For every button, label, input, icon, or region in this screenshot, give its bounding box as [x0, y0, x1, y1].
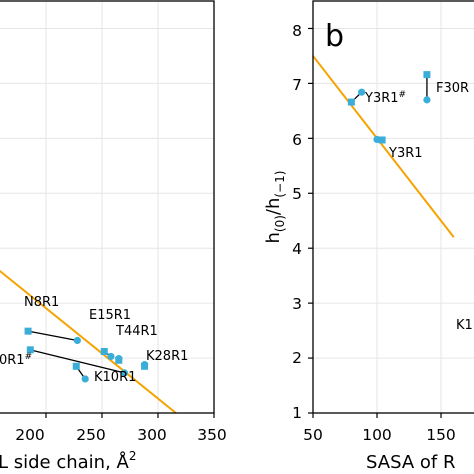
panel-a-x-tick-label: 300	[137, 426, 167, 444]
pair-connector	[27, 330, 78, 342]
panel-a-x-tick-label: 350	[197, 426, 227, 444]
square-marker	[100, 347, 108, 355]
square-marker	[347, 98, 355, 106]
circle-marker	[107, 352, 115, 361]
panel-b-x-axis: 50 100 150 SASA of R	[303, 413, 456, 473]
panel-b-y-tick-label: 6	[292, 131, 302, 149]
circle-marker	[73, 336, 81, 345]
point-label-k10r1: K10R1	[94, 370, 136, 385]
circle-marker	[423, 96, 431, 104]
panel-b-y-axis: 1 2 3 4 5 6 7 8 h(0)/h(−1)	[263, 22, 313, 422]
circle-marker	[81, 375, 89, 383]
panel-b-y-axis-label: h(0)/h(−1)	[263, 171, 287, 244]
panel-a-markers	[24, 327, 149, 383]
panel-a-point-labels: N8R1 E15R1 T44R1 K28R1 K10R1 0R1#	[0, 295, 188, 385]
panel-b-y-tick-label: 2	[292, 349, 302, 367]
square-marker	[378, 136, 386, 144]
point-label-k1: K1	[456, 318, 473, 333]
point-label-t44r1: T44R1	[115, 324, 158, 339]
panel-b-y-tick-label: 8	[292, 22, 302, 40]
panel-a-x-tick-label: 200	[15, 426, 45, 444]
panel-a-x-tick-label: 250	[76, 426, 106, 444]
pair-connector	[30, 349, 125, 374]
panel-a-x-axis-label: L side chain, Å2	[0, 449, 137, 473]
panel-b-y-tick-label: 3	[292, 295, 302, 313]
circle-marker	[115, 355, 123, 363]
panel-b-y-tick-label: 7	[292, 76, 302, 94]
panel-b: b 1 2 3 4 5 6 7 8 h(0)/h(−1) 50 100 150 …	[263, 0, 474, 473]
point-label-y3r1-hash: Y3R1#	[364, 90, 406, 106]
panel-b-y-tick-marks	[308, 27, 313, 414]
regression-line	[312, 55, 455, 238]
circle-marker	[358, 88, 366, 96]
point-label-f30r: F30R	[436, 81, 469, 96]
panel-b-point-labels: Y3R1# F30R Y3R1 K1	[364, 81, 473, 333]
panel-b-fit-line	[312, 55, 455, 238]
circle-marker	[140, 361, 149, 369]
panel-a-x-axis: 200 250 300 350 L side chain, Å2	[0, 413, 227, 473]
panel-b-x-tick-marks	[312, 413, 442, 418]
panel-b-y-tick-label: 1	[292, 404, 302, 422]
panel-b-y-tick-label: 4	[292, 240, 302, 258]
square-marker	[24, 327, 32, 335]
point-label-y3r1: Y3R1	[388, 146, 423, 161]
square-marker	[26, 346, 34, 354]
point-label-k28r1: K28R1	[146, 349, 188, 364]
regression-line	[0, 269, 177, 414]
square-marker	[423, 71, 431, 79]
panel-b-x-axis-label: SASA of R	[366, 452, 455, 473]
point-label-f30r1-hash: 0R1#	[0, 352, 32, 368]
square-marker	[72, 362, 80, 370]
circle-marker	[120, 369, 128, 377]
point-label-n8r1: N8R1	[24, 295, 59, 310]
panel-b-x-tick-label: 150	[426, 426, 456, 444]
panel-b-letter: b	[325, 19, 344, 54]
panel-b-y-tick-label: 5	[292, 185, 302, 203]
panel-b-x-tick-label: 50	[303, 426, 323, 444]
panel-b-frame	[312, 0, 474, 414]
panel-a: 200 250 300 350 L side chain, Å2 N8R1 E1…	[0, 0, 227, 473]
circle-marker	[373, 135, 381, 144]
panel-a-x-tick-marks	[45, 413, 215, 418]
panel-b-x-tick-label: 100	[362, 426, 392, 444]
panel-a-fit-line	[0, 269, 177, 414]
point-label-e15r1: E15R1	[89, 308, 131, 323]
panel-b-markers	[347, 71, 431, 144]
